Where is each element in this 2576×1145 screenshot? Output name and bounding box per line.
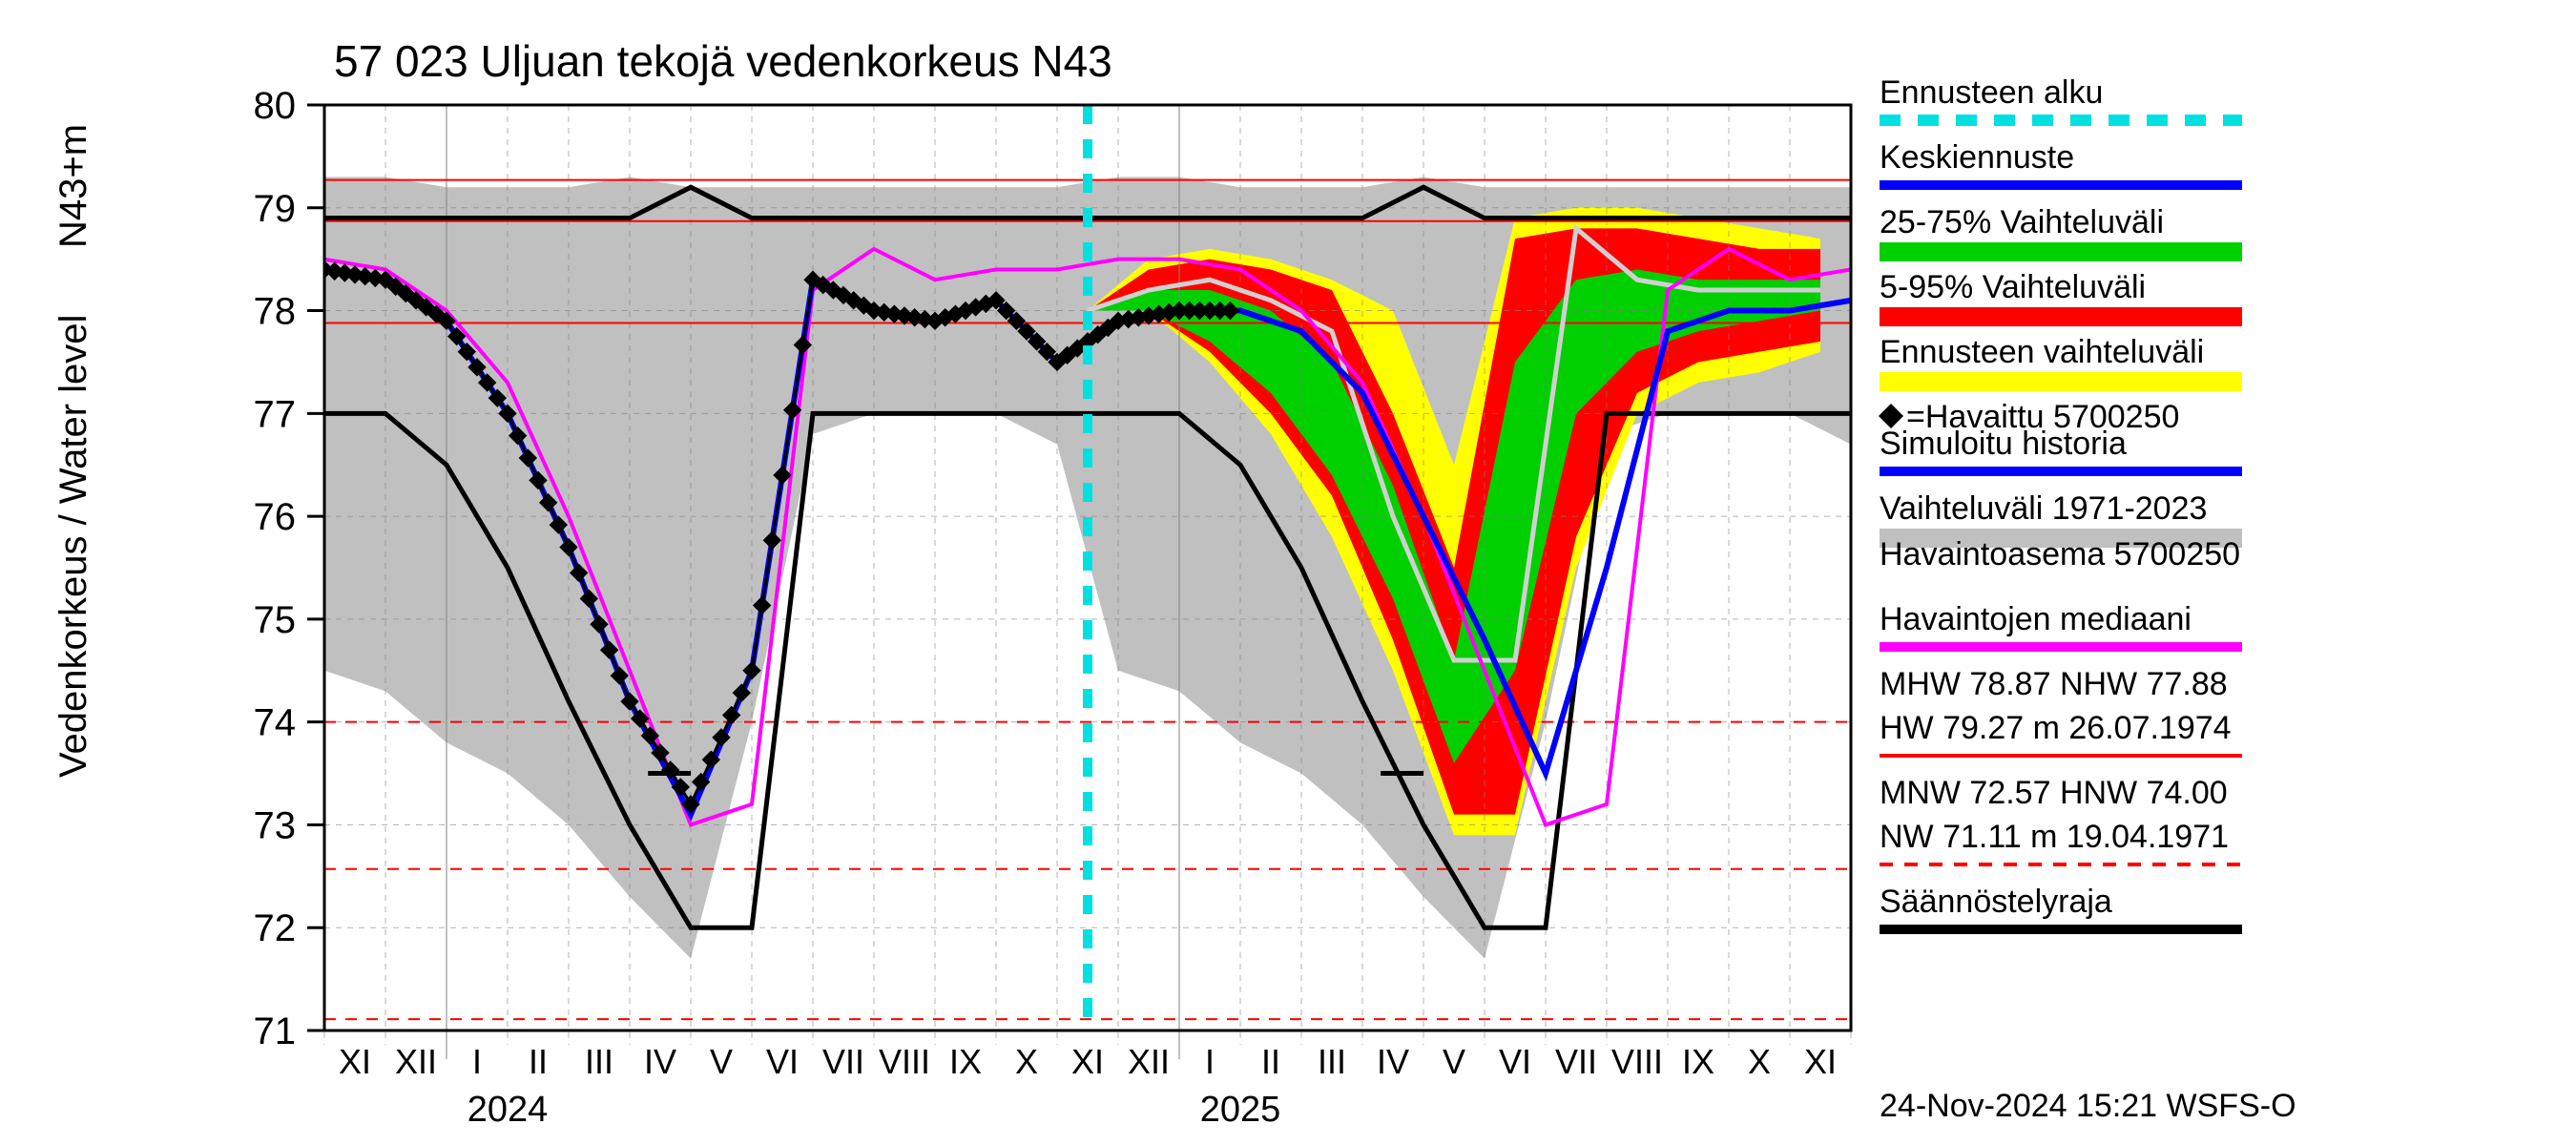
- x-tick-label: II: [529, 1042, 548, 1081]
- y-tick-label: 71: [254, 1010, 297, 1052]
- x-tick-label: X: [1015, 1042, 1038, 1081]
- legend-label: Ennusteen vaihteluväli: [1880, 334, 2204, 370]
- x-tick-label: VII: [1555, 1042, 1597, 1081]
- x-tick-label: V: [710, 1042, 733, 1081]
- chart-title: 57 023 Uljuan tekojä vedenkorkeus N43: [334, 36, 1112, 86]
- y-tick-label: 80: [254, 85, 297, 127]
- y-axis-label-2: N43+m: [52, 124, 94, 248]
- x-tick-label: X: [1748, 1042, 1771, 1081]
- y-tick-label: 75: [254, 599, 297, 641]
- x-tick-label: XI: [1071, 1042, 1104, 1081]
- x-tick-label: IX: [1682, 1042, 1714, 1081]
- legend-label: 25-75% Vaihteluväli: [1880, 204, 2164, 240]
- y-tick-label: 74: [254, 702, 297, 744]
- legend-label: MHW 78.87 NHW 77.88: [1880, 666, 2228, 702]
- legend-label: Vaihteluväli 1971-2023: [1880, 490, 2207, 527]
- x-tick-label: I: [1205, 1042, 1215, 1081]
- x-tick-label: VIII: [1611, 1042, 1663, 1081]
- x-tick-label: VI: [766, 1042, 799, 1081]
- chart-container: 71727374757677787980XIXIIIIIIIIIVVVIVIIV…: [0, 0, 2576, 1145]
- legend-label: Havaintojen mediaani: [1880, 601, 2192, 637]
- legend-swatch: [1880, 307, 2242, 326]
- legend-label: Keskiennuste: [1880, 139, 2074, 176]
- x-tick-label: II: [1261, 1042, 1280, 1081]
- y-tick-label: 72: [254, 907, 297, 949]
- x-tick-label: IV: [1377, 1042, 1409, 1081]
- x-year-label: 2024: [467, 1090, 549, 1130]
- y-tick-label: 76: [254, 496, 297, 538]
- y-tick-label: 73: [254, 804, 297, 846]
- legend-label: MNW 72.57 HNW 74.00: [1880, 775, 2228, 811]
- x-tick-label: XII: [1128, 1042, 1170, 1081]
- y-axis-label-1: Vedenkorkeus / Water level: [52, 315, 94, 778]
- x-tick-label: IX: [949, 1042, 982, 1081]
- legend-swatch: [1880, 372, 2242, 391]
- legend-label: Simuloitu historia: [1880, 426, 2127, 462]
- x-tick-label: III: [585, 1042, 613, 1081]
- x-tick-label: I: [472, 1042, 482, 1081]
- x-tick-label: VIII: [879, 1042, 930, 1081]
- x-tick-label: XI: [339, 1042, 371, 1081]
- x-tick-label: XII: [395, 1042, 437, 1081]
- x-tick-label: IV: [644, 1042, 676, 1081]
- legend-label: HW 79.27 m 26.07.1974: [1880, 710, 2232, 746]
- legend-label: Ennusteen alku: [1880, 74, 2103, 111]
- y-tick-label: 79: [254, 188, 297, 230]
- x-tick-label: III: [1318, 1042, 1346, 1081]
- legend-swatch: [1880, 242, 2242, 261]
- legend-label: NW 71.11 m 19.04.1971: [1880, 819, 2229, 855]
- legend-label: Säännöstelyraja: [1880, 884, 2112, 920]
- y-tick-label: 78: [254, 291, 297, 333]
- y-tick-label: 77: [254, 393, 297, 435]
- legend-label: 5-95% Vaihteluväli: [1880, 269, 2146, 305]
- x-year-label: 2025: [1200, 1090, 1281, 1130]
- x-tick-label: VII: [822, 1042, 864, 1081]
- x-tick-label: XI: [1804, 1042, 1837, 1081]
- x-tick-label: V: [1443, 1042, 1465, 1081]
- legend-label: Havaintoasema 5700250: [1880, 536, 2240, 572]
- chart-svg: 71727374757677787980XIXIIIIIIIIIVVVIVIIV…: [0, 0, 2576, 1145]
- footer-timestamp: 24-Nov-2024 15:21 WSFS-O: [1880, 1088, 2296, 1124]
- x-tick-label: VI: [1499, 1042, 1531, 1081]
